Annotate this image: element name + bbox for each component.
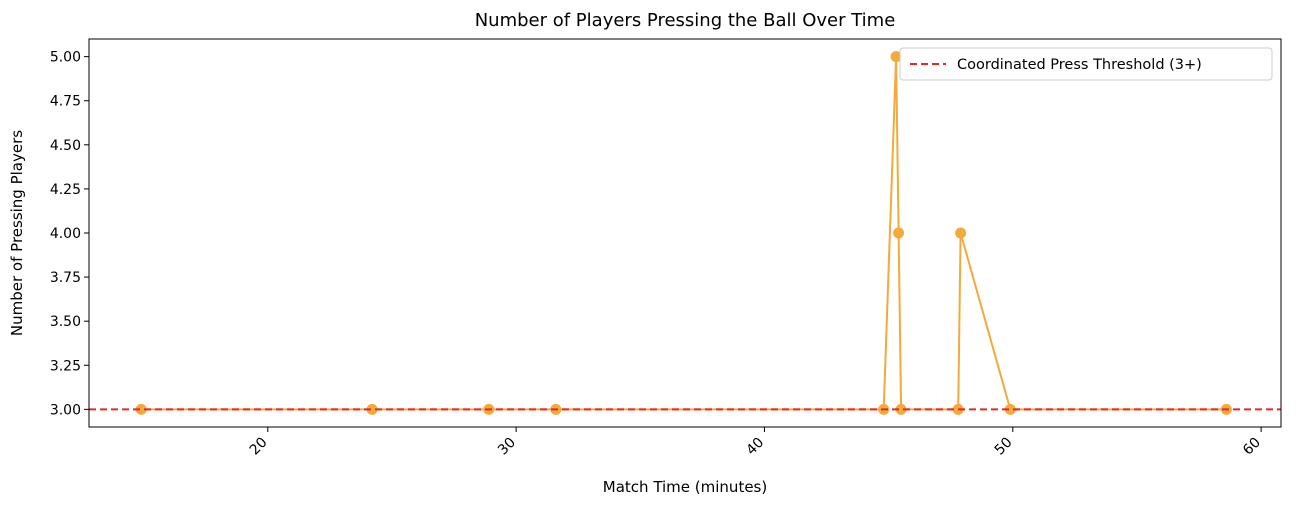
y-tick-label: 3.75: [50, 270, 81, 286]
y-tick-label: 4.00: [50, 226, 81, 242]
x-axis-title: Match Time (minutes): [603, 478, 767, 496]
y-tick-label: 3.50: [50, 314, 81, 330]
plot-area: 3.00 3.25 3.50 3.75 4.00 4.25 4.50 4.75 5.00 20 30…: [50, 38, 1282, 459]
y-tick-label: 3.25: [50, 358, 81, 374]
legend-threshold-label: Coordinated Press Threshold (3+): [957, 57, 1202, 73]
data-point: [366, 403, 378, 415]
data-point: [955, 227, 967, 239]
data-point: [135, 403, 147, 415]
data-point: [1004, 403, 1016, 415]
x-tick-label: 20: [247, 435, 271, 459]
y-tick-label: 4.75: [50, 94, 81, 110]
plot-frame: [88, 38, 1282, 428]
data-point: [895, 403, 907, 415]
data-point: [890, 51, 902, 63]
y-tick-label: 4.50: [50, 138, 81, 154]
chart-title: Number of Players Pressing the Ball Over…: [475, 10, 896, 31]
x-tick-label: 30: [495, 435, 519, 459]
y-axis-title: Number of Pressing Players: [8, 130, 26, 336]
x-tick-label: 60: [1240, 435, 1264, 459]
data-point: [893, 227, 905, 239]
series-line: [141, 56, 1227, 411]
y-tick-label: 4.25: [50, 182, 81, 198]
y-tick-label: 3.00: [50, 402, 81, 418]
legend-box: [899, 47, 1273, 81]
y-tick-label: 5.00: [50, 50, 81, 66]
x-tick-label: 40: [743, 435, 767, 459]
x-tick-label: 50: [992, 435, 1016, 459]
